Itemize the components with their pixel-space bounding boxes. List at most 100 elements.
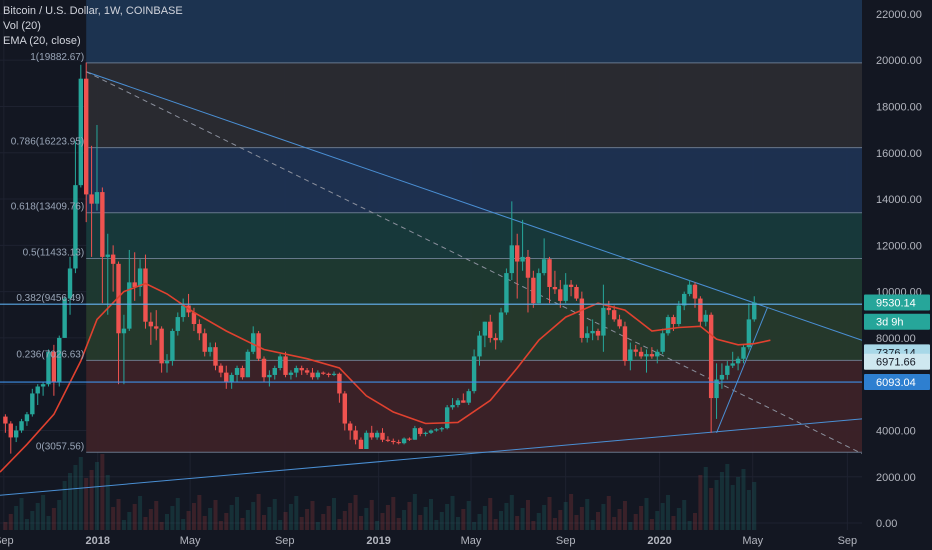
time-tick-label: 2020 xyxy=(647,535,671,547)
candle-body xyxy=(531,277,536,304)
price-label: 9530.14 xyxy=(876,297,916,309)
volume-bar xyxy=(208,508,213,530)
candle-body xyxy=(137,268,143,287)
candle-body xyxy=(752,302,757,320)
price-tick-label: 18000.00 xyxy=(876,101,922,113)
candle-body xyxy=(353,430,358,440)
candle-body xyxy=(73,185,78,269)
price-tick-label: 8000.00 xyxy=(876,333,916,345)
volume-bar xyxy=(493,519,498,530)
volume-bar xyxy=(719,472,724,530)
candle-body xyxy=(110,254,116,264)
fib-zone xyxy=(86,147,862,213)
symbol-title[interactable]: Bitcoin / U.S. Dollar, 1W, COINBASE xyxy=(3,5,183,17)
volume-bar xyxy=(24,519,29,530)
candle-body xyxy=(24,414,30,422)
fib-zone xyxy=(86,62,862,148)
volume-bar xyxy=(235,497,240,530)
candle-body xyxy=(299,367,304,371)
candle-body xyxy=(606,307,611,311)
volume-bar xyxy=(3,522,8,530)
volume-bar xyxy=(574,515,579,530)
candle-body xyxy=(719,374,725,380)
volume-bar xyxy=(445,504,450,530)
volume-bar xyxy=(261,515,266,530)
volume-bar xyxy=(62,481,67,530)
volume-bar xyxy=(585,499,590,530)
volume-bar xyxy=(94,462,99,530)
volume-bar xyxy=(68,473,73,530)
time-tick-label: May xyxy=(461,535,482,547)
volume-bar xyxy=(466,501,471,530)
volume-bar xyxy=(35,503,40,530)
candle-body xyxy=(170,330,175,362)
volume-bar xyxy=(353,495,358,530)
candle-body xyxy=(35,386,40,394)
candle-body xyxy=(277,356,283,368)
candle-body xyxy=(628,349,633,362)
volume-bar xyxy=(143,517,148,530)
volume-bar xyxy=(148,509,153,530)
volume-bar xyxy=(752,482,757,530)
volume-bar xyxy=(736,477,741,530)
volume-bar xyxy=(547,497,552,530)
candle-body xyxy=(261,358,267,378)
volume-bar xyxy=(558,510,563,530)
candle-body xyxy=(267,374,272,378)
volume-bar xyxy=(439,512,444,530)
candle-body xyxy=(272,367,277,375)
candle-body xyxy=(439,428,444,430)
volume-bar xyxy=(51,508,56,530)
volume-bar xyxy=(380,513,385,530)
volume-bar xyxy=(229,505,234,530)
volume-bar xyxy=(434,520,439,530)
candle-body xyxy=(240,367,245,378)
volume-bar xyxy=(84,478,89,530)
candle-body xyxy=(3,416,8,424)
candle-body xyxy=(552,286,558,290)
volume-bar xyxy=(321,514,326,530)
candle-body xyxy=(401,438,407,444)
candle-body xyxy=(504,273,509,313)
candle-body xyxy=(294,367,299,373)
candle-body xyxy=(8,423,13,438)
volume-bar xyxy=(450,496,455,530)
volume-bar xyxy=(127,512,132,530)
time-tick-label: 2018 xyxy=(86,535,110,547)
time-tick-label: 2019 xyxy=(366,535,390,547)
candle-body xyxy=(730,363,735,366)
candle-body xyxy=(358,439,364,449)
candle-body xyxy=(617,319,622,327)
volume-bar xyxy=(121,520,126,530)
volume-bar xyxy=(477,514,482,530)
candle-body xyxy=(288,372,294,375)
volume-bar xyxy=(472,522,477,530)
volume-bar xyxy=(515,516,520,530)
volume-bar xyxy=(170,506,175,530)
trendline xyxy=(0,418,863,496)
price-tick-label: 20000.00 xyxy=(876,55,922,67)
volume-bar xyxy=(622,501,627,530)
candle-body xyxy=(19,421,24,431)
volume-bar xyxy=(531,521,536,530)
candle-body xyxy=(520,256,525,262)
volume-bar xyxy=(294,496,299,530)
candle-body xyxy=(547,259,552,287)
volume-indicator-label[interactable]: Vol (20) xyxy=(3,20,41,32)
price-axis xyxy=(862,0,932,550)
volume-bar xyxy=(461,509,466,530)
volume-bar xyxy=(326,506,331,530)
volume-bar xyxy=(283,512,288,530)
candle-body xyxy=(450,405,455,408)
candle-body xyxy=(741,347,746,359)
candle-body xyxy=(633,349,638,352)
candle-body xyxy=(498,312,504,341)
volume-bar xyxy=(509,495,514,530)
candle-body xyxy=(671,317,676,325)
volume-bar xyxy=(299,517,304,530)
ema-indicator-label[interactable]: EMA (20, close) xyxy=(3,35,81,47)
candle-body xyxy=(175,317,180,331)
volume-bar xyxy=(251,502,256,530)
